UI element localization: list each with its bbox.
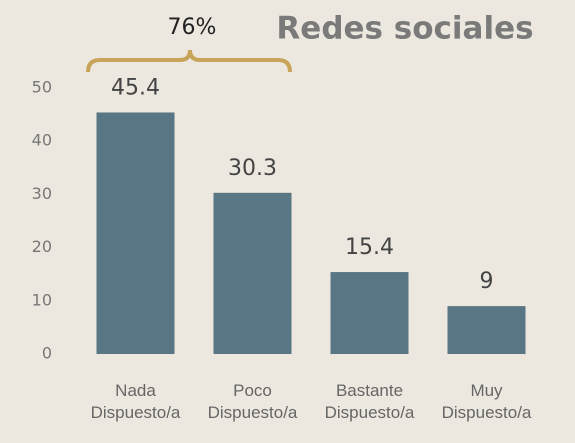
chart-title: Redes sociales: [276, 11, 533, 47]
bar: [213, 192, 292, 354]
y-tick-label: 10: [32, 290, 52, 309]
bar: [447, 306, 526, 354]
value-label: 30.3: [228, 156, 277, 181]
x-tick-label: Bastante Dispuesto/a: [325, 381, 415, 422]
bracket: [86, 49, 292, 73]
x-tick-label: Muy Dispuesto/a: [442, 381, 532, 422]
value-label: 45.4: [111, 75, 160, 100]
value-label: 9: [480, 269, 494, 294]
x-tick-label: Nada Dispuesto/a: [91, 381, 181, 422]
x-tick-label: Poco Dispuesto/a: [208, 381, 298, 422]
y-tick-label: 40: [32, 131, 52, 150]
annotation: 76%: [168, 15, 217, 40]
y-tick-label: 50: [32, 78, 52, 97]
bar: [330, 272, 409, 354]
y-tick-label: 20: [32, 237, 52, 256]
value-label: 15.4: [345, 235, 394, 260]
bar: [96, 112, 175, 354]
y-tick-label: 30: [32, 184, 52, 203]
y-tick-label: 0: [42, 344, 52, 363]
